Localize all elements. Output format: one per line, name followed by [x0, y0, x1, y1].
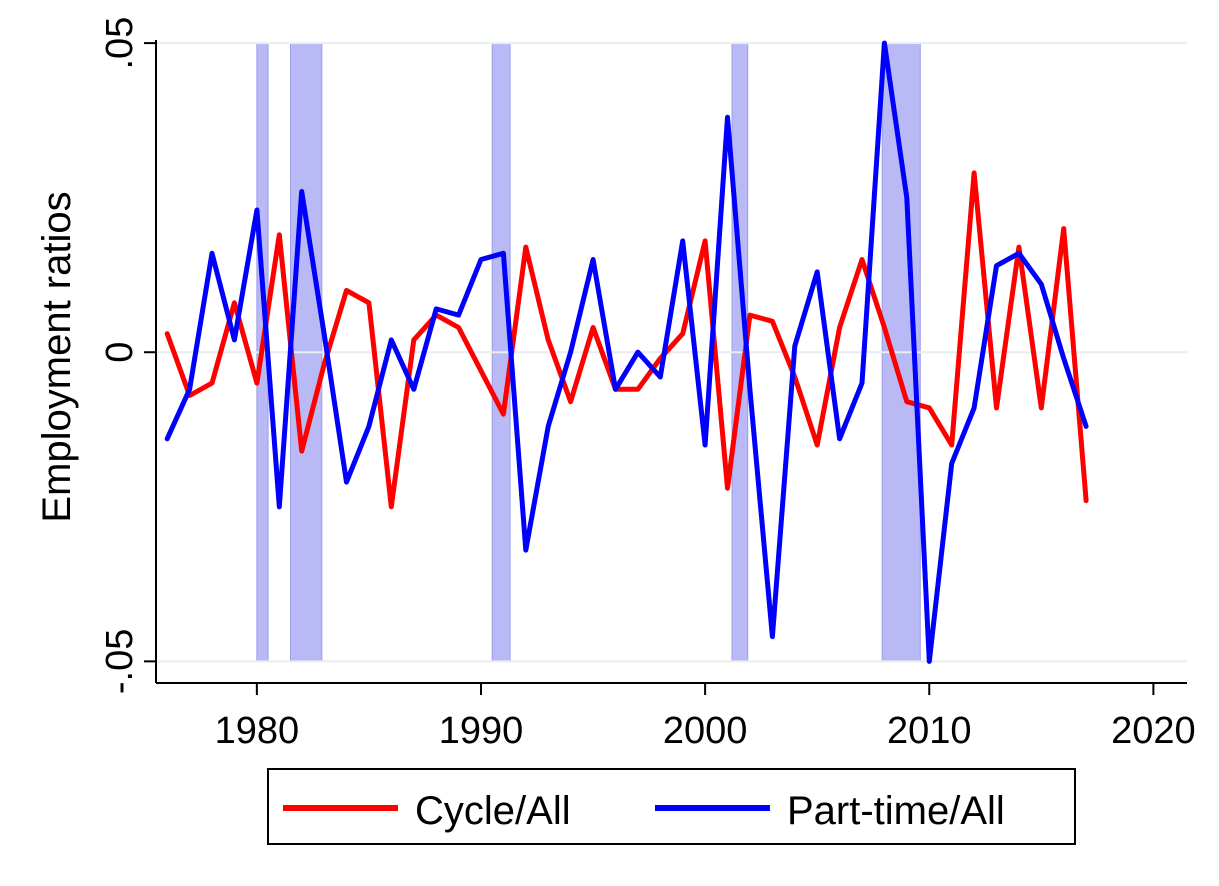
y-tick-label: .05 — [99, 17, 141, 70]
x-tick-label: 1990 — [439, 710, 524, 752]
legend-label-part-time-all: Part-time/All — [787, 789, 1005, 833]
x-tick-label: 2010 — [887, 710, 972, 752]
series-line-part-time-all — [164, 40, 1089, 664]
legend-label-cycle-all: Cycle/All — [415, 789, 571, 833]
x-tick-label: 2020 — [1111, 710, 1196, 752]
y-tick-label: -.05 — [99, 629, 141, 694]
series-lines — [164, 40, 1089, 664]
y-axis-title: Employment ratios — [35, 191, 79, 522]
ticks: -.05 0 .05 1980 1990 2000 2010 2020 — [99, 17, 1196, 752]
legend: Cycle/All Part-time/All — [267, 768, 1076, 845]
y-tick-label: 0 — [99, 342, 141, 363]
axes — [155, 40, 1187, 684]
x-tick-label: 2000 — [663, 710, 748, 752]
x-tick-label: 1980 — [215, 710, 300, 752]
series-line-cycle-all — [164, 170, 1089, 510]
